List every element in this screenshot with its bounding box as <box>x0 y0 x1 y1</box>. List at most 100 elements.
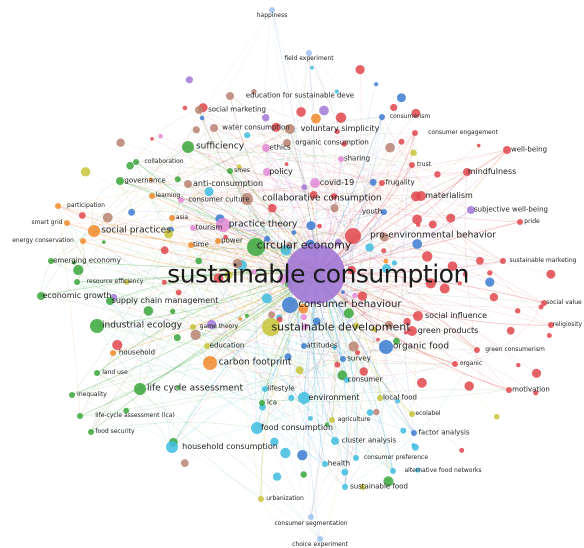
link <box>344 182 383 488</box>
node-consumerism <box>379 114 385 120</box>
network-node <box>485 277 495 287</box>
node-asia <box>169 215 175 221</box>
label-happiness: happiness <box>256 12 288 19</box>
network-node <box>412 239 423 249</box>
label-inequality: inequality <box>77 391 107 398</box>
node-education <box>204 343 210 349</box>
label-consumer: consumer <box>347 375 383 384</box>
node-consumer-culture <box>178 197 184 203</box>
link <box>151 128 291 197</box>
link <box>180 199 336 442</box>
network-node <box>357 291 367 301</box>
link <box>209 362 456 379</box>
network-node <box>261 293 272 304</box>
node-green-consumerism <box>474 347 480 353</box>
network-node <box>335 112 347 123</box>
network-node <box>309 191 318 199</box>
network-node <box>371 326 377 332</box>
network-node <box>126 161 134 170</box>
node-anti-consumption <box>184 180 192 188</box>
link <box>340 158 545 304</box>
network-node <box>403 317 411 326</box>
network-node <box>434 171 441 178</box>
network-node <box>489 293 499 302</box>
network-node <box>383 476 394 487</box>
network-node <box>332 345 337 350</box>
label-tourism: tourism <box>195 223 223 232</box>
link <box>151 149 508 197</box>
node-game-theory <box>190 324 196 330</box>
link <box>180 199 354 237</box>
node-food-security <box>88 429 94 435</box>
link <box>209 116 383 364</box>
link <box>334 313 367 365</box>
link <box>308 52 419 317</box>
network-node <box>291 230 297 235</box>
label-pride: pride <box>524 218 540 225</box>
link <box>330 304 365 372</box>
node-environment <box>298 392 310 404</box>
network-node <box>359 367 368 376</box>
link <box>303 260 504 347</box>
link <box>76 281 305 399</box>
link <box>96 9 273 327</box>
label-mindfulness: mindfulness <box>467 167 517 176</box>
label-organic-consumption: organic consumption <box>295 138 369 147</box>
link <box>285 245 372 257</box>
link <box>135 161 415 434</box>
network-node <box>415 467 421 473</box>
network-node <box>533 390 539 396</box>
label-smart-grid: smart grid <box>31 219 63 226</box>
label-anti-consumption: anti-consumption <box>192 179 264 188</box>
link <box>90 388 141 433</box>
link <box>229 95 472 211</box>
network-node <box>376 337 380 342</box>
link <box>96 326 272 374</box>
link <box>260 182 316 500</box>
network-node <box>439 283 450 294</box>
link <box>139 183 189 390</box>
label-covid-19: covid-19 <box>319 178 355 187</box>
label-cluster-analysis: cluster analysis <box>341 436 397 445</box>
label-collaborative-consumption: collaborative consumption <box>262 193 382 204</box>
node-smart-grid <box>64 220 70 226</box>
link <box>206 158 342 347</box>
link <box>50 195 153 262</box>
label-practice-theory: practice theory <box>228 219 298 230</box>
link <box>90 142 288 433</box>
node-emerging-economy <box>48 258 54 264</box>
link <box>405 132 416 166</box>
node-sustainable-development <box>262 318 280 336</box>
link <box>131 210 268 238</box>
node-local-food <box>377 395 383 401</box>
link <box>79 358 344 417</box>
label-factor-analysis: factor analysis <box>418 428 470 437</box>
label-social-marketing: social marketing <box>208 105 266 114</box>
node-economic-growth <box>37 292 45 300</box>
link <box>57 205 419 317</box>
link <box>135 151 342 163</box>
node-trust <box>409 162 415 168</box>
network-node <box>476 256 484 265</box>
label-economic-growth: economic growth <box>42 291 112 300</box>
link <box>109 300 194 328</box>
network-node <box>334 361 341 368</box>
link <box>258 244 306 327</box>
link <box>219 218 364 271</box>
label-sharing: sharing <box>343 154 371 163</box>
link <box>302 293 348 456</box>
term-nodes <box>37 7 554 542</box>
link <box>237 232 356 264</box>
link <box>171 171 268 219</box>
node-frugality <box>379 180 385 186</box>
label-life-cycle-assessment-lca: life-cycle assessment (lca) <box>95 412 175 419</box>
node-subjective-well-being <box>467 206 475 214</box>
link <box>187 146 545 304</box>
link <box>307 271 321 540</box>
network-node <box>446 213 456 223</box>
link <box>238 166 353 312</box>
label-time: time <box>193 240 209 249</box>
link <box>198 109 504 262</box>
link <box>135 160 189 185</box>
link <box>341 262 395 301</box>
